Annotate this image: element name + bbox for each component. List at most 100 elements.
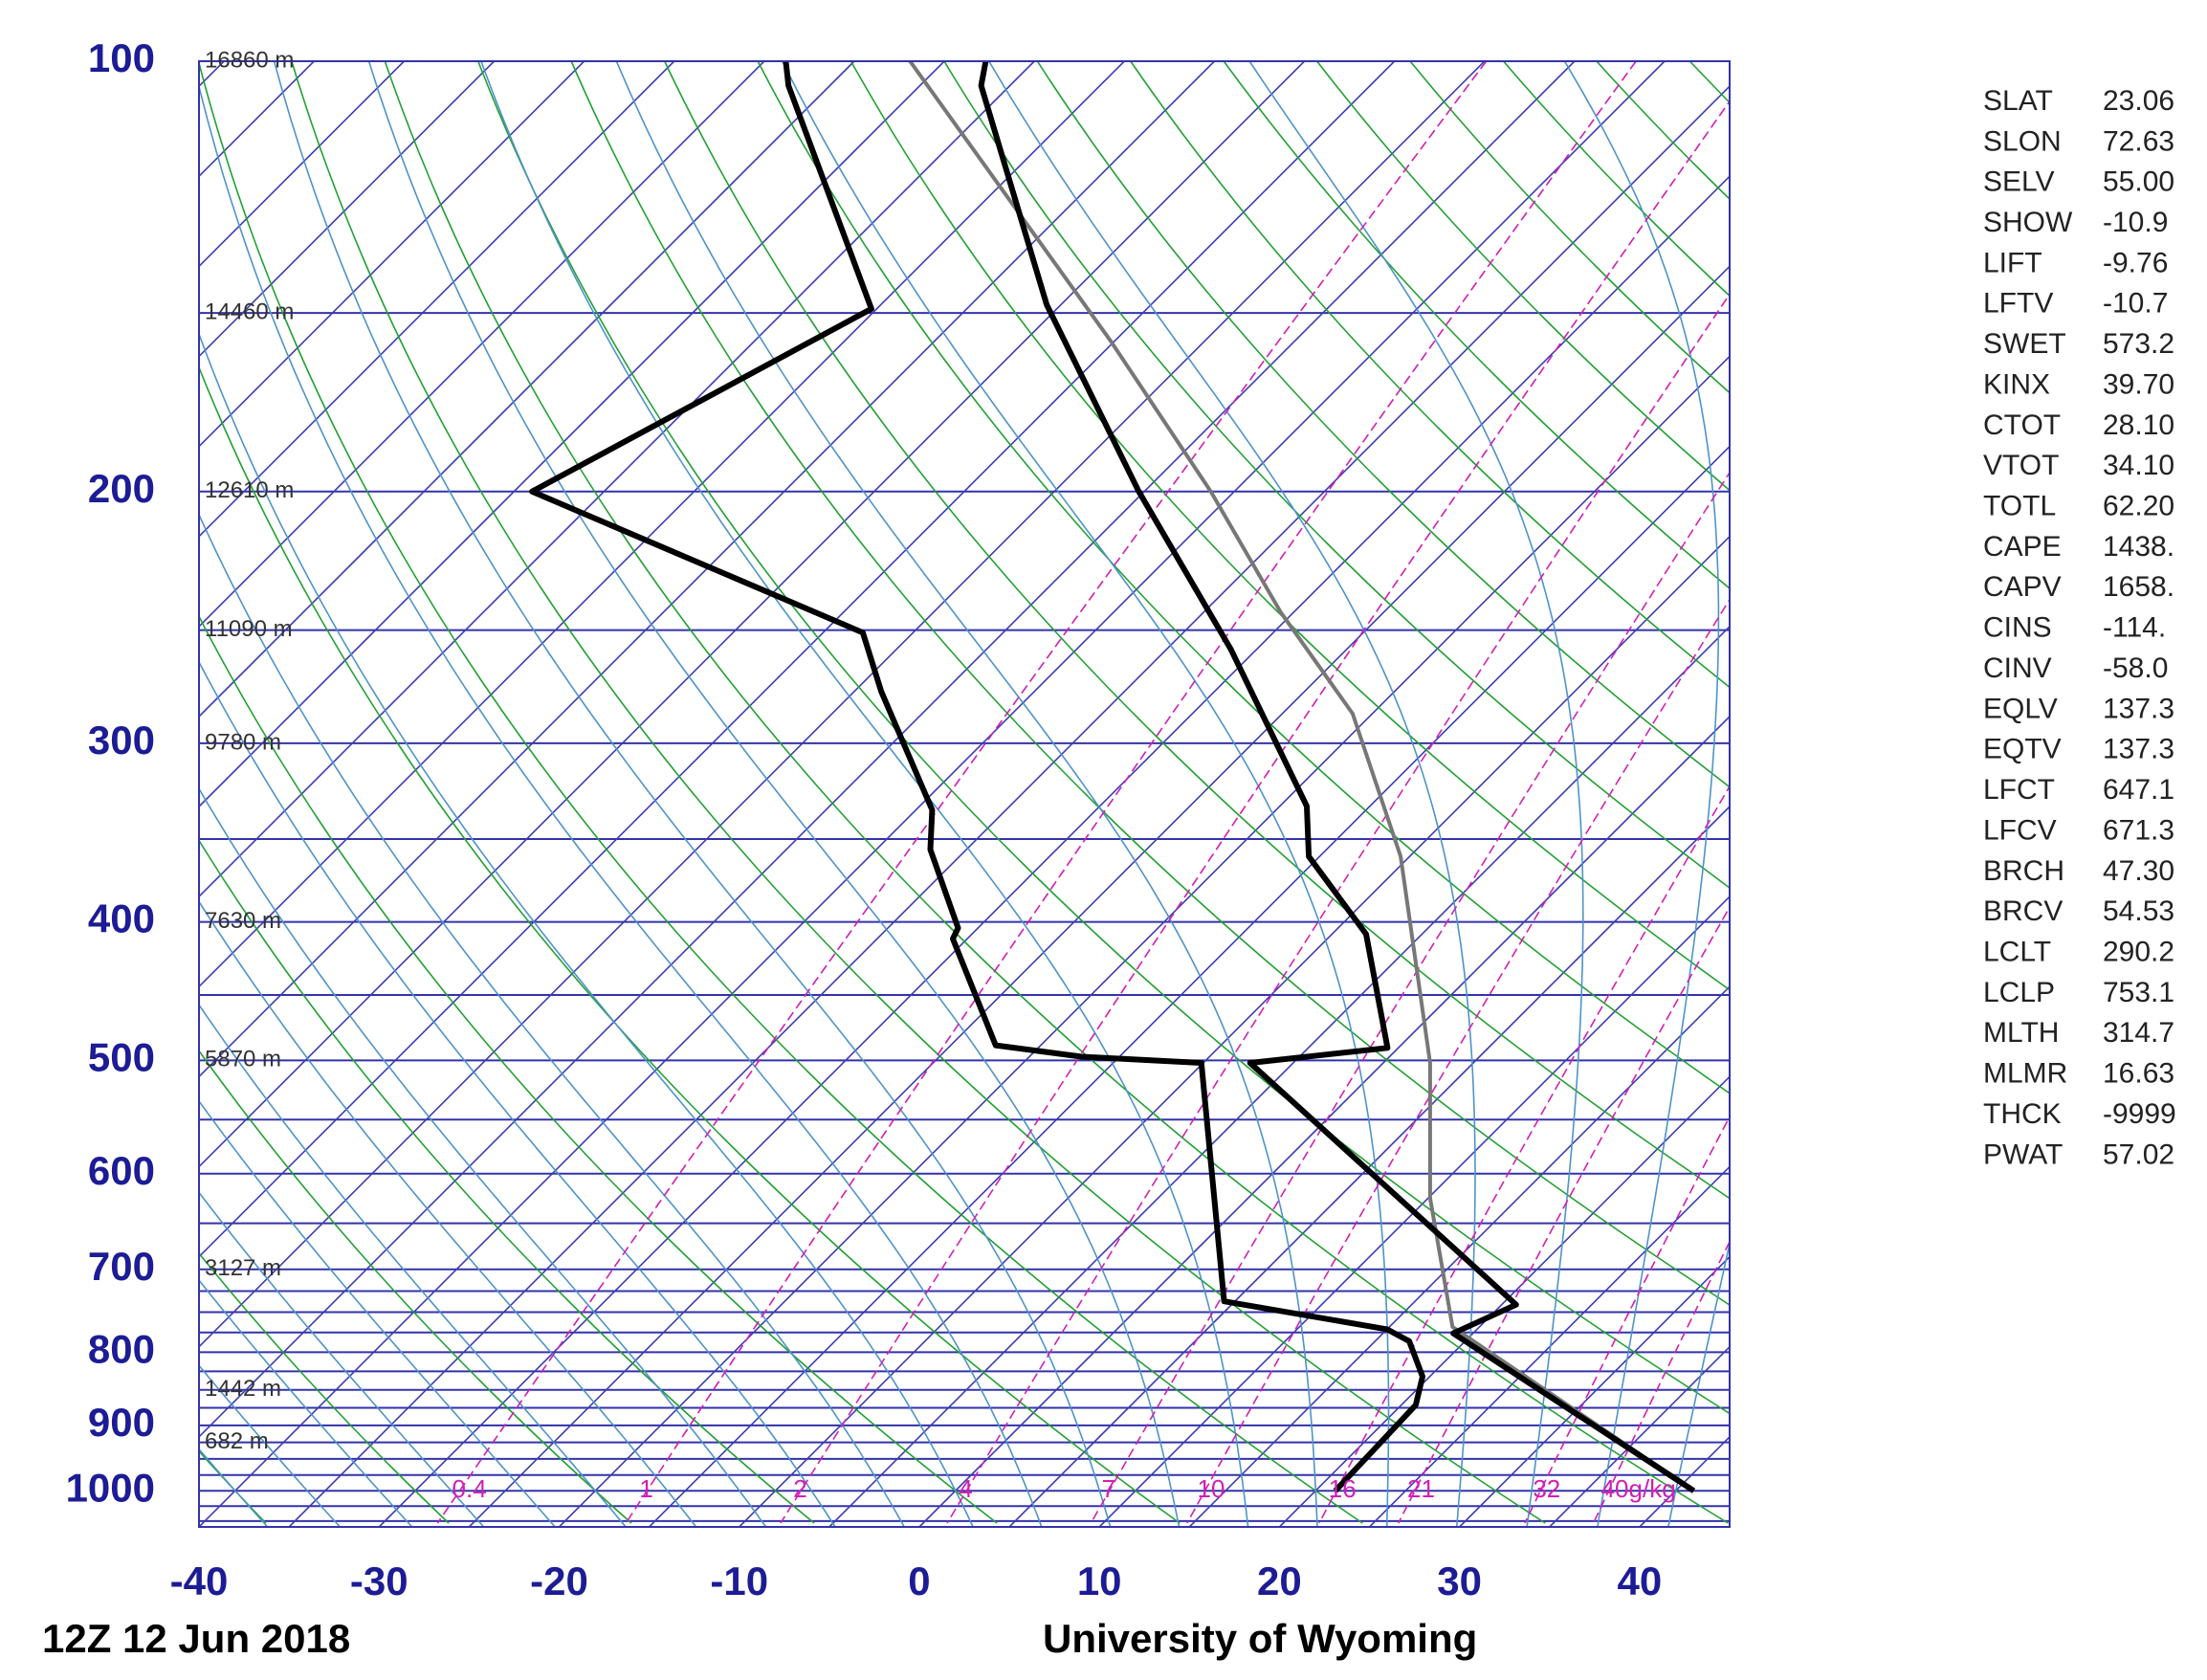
- moist-adiabat: [199, 331, 974, 1527]
- isotherm: [199, 61, 225, 88]
- dry-adiabat: [477, 61, 1730, 1415]
- height-label: 682 m: [205, 1428, 269, 1454]
- index-value: 47.30: [2103, 855, 2174, 887]
- x-tick-label: 0: [908, 1558, 930, 1603]
- isotherm: [1278, 1075, 1730, 1527]
- moist-adiabat: [615, 61, 1318, 1527]
- x-tick-label: 10: [1077, 1558, 1122, 1603]
- x-tick-label: -40: [170, 1558, 229, 1603]
- x-tick-label: -20: [530, 1558, 588, 1603]
- index-name: CAPE: [1983, 531, 2062, 563]
- index-name: BRCH: [1983, 855, 2064, 887]
- dewpoint-line: [529, 61, 1425, 1493]
- isotherm: [739, 535, 1730, 1527]
- height-label: 11090 m: [205, 616, 293, 642]
- index-value: 290.2: [2103, 936, 2174, 967]
- index-value: 314.7: [2103, 1017, 2174, 1049]
- labels: 0.4 1 2 4 7 10 16 21 32 40g/kg1002003004005006007…: [66, 35, 2176, 1603]
- moist-adiabat: [199, 1364, 342, 1527]
- index-value: 39.70: [2103, 368, 2174, 400]
- height-label: 16860 m: [205, 47, 294, 73]
- isotherm: [1098, 895, 1730, 1527]
- dry-adiabat: [199, 838, 815, 1524]
- index-value: 573.2: [2103, 328, 2174, 360]
- isotherm: [1459, 1255, 1730, 1527]
- isotherm: [558, 355, 1730, 1527]
- moist-adiabat: [199, 1099, 557, 1527]
- index-value: 57.02: [2103, 1138, 2174, 1170]
- x-tick-label: 30: [1437, 1558, 1482, 1603]
- isotherm: [288, 84, 1730, 1527]
- moist-adiabat: [1248, 61, 1584, 1527]
- dry-adiabat: [1130, 61, 1730, 689]
- mixing-ratio-label: 16: [1329, 1474, 1357, 1503]
- index-name: TOTL: [1983, 491, 2056, 522]
- y-tick-label: 300: [88, 718, 155, 763]
- index-name: PWAT: [1983, 1138, 2063, 1170]
- isotherm: [649, 445, 1730, 1527]
- plot-border: [198, 60, 1731, 1528]
- dry-adiabat: [943, 61, 1730, 890]
- isotherm: [378, 175, 1730, 1527]
- moist-adiabat: [199, 82, 1043, 1527]
- index-name: CAPV: [1983, 571, 2062, 603]
- mixing-ratio-label: 0.4: [452, 1474, 487, 1503]
- moist-adiabat: [1666, 1240, 1730, 1527]
- height-label: 3127 m: [205, 1255, 281, 1281]
- dry-adiabat: [199, 1251, 450, 1524]
- index-name: SELV: [1983, 166, 2055, 198]
- dry-adiabat: [199, 365, 1181, 1524]
- index-name: MLMR: [1983, 1058, 2067, 1090]
- dry-adiabat: [757, 61, 1730, 1094]
- index-name: SLAT: [1983, 85, 2053, 117]
- mixing-ratio-label: 2: [793, 1474, 806, 1503]
- isotherm: [199, 61, 496, 358]
- isotherm: [199, 61, 585, 448]
- isotherm: [1368, 1165, 1730, 1527]
- dry-adiabat: [199, 614, 998, 1524]
- y-tick-label: 200: [88, 466, 155, 511]
- moist-adiabat: [199, 1191, 485, 1527]
- mixing-ratio-line: [1186, 598, 1730, 1524]
- index-name: SWET: [1983, 328, 2066, 360]
- y-tick-label: 500: [88, 1034, 155, 1079]
- height-label: 9780 m: [205, 729, 281, 755]
- mixing-ratio-line: [1524, 1115, 1730, 1524]
- moist-adiabat: [1563, 61, 1720, 1527]
- dry-adiabat: [199, 1050, 632, 1524]
- mixing-ratio-line: [1090, 471, 1730, 1524]
- height-label: 12610 m: [205, 477, 294, 503]
- mixing-ratio-label: 4: [959, 1474, 972, 1503]
- index-value: 137.3: [2103, 734, 2174, 765]
- index-value: 23.06: [2103, 85, 2174, 117]
- y-tick-label: 100: [88, 35, 155, 80]
- index-name: SHOW: [1983, 207, 2073, 238]
- index-name: LFTV: [1983, 288, 2053, 320]
- index-value: -9999: [2103, 1098, 2176, 1130]
- moist-adiabat: [273, 61, 1112, 1527]
- dry-adiabat: [850, 61, 1730, 991]
- index-value: 16.63: [2103, 1058, 2174, 1090]
- index-name: LCLP: [1983, 977, 2055, 1008]
- isotherm: [199, 61, 675, 538]
- moist-adiabat: [199, 513, 906, 1527]
- moist-adiabat: [199, 899, 697, 1527]
- index-name: CINS: [1983, 612, 2052, 644]
- index-value: -10.9: [2103, 207, 2168, 238]
- moist-adiabat: [199, 1278, 413, 1527]
- isotherm: [199, 61, 945, 808]
- height-label: 5870 m: [205, 1047, 281, 1072]
- isotherm: [199, 61, 1035, 898]
- isotherm: [199, 61, 1125, 988]
- moist-adiabat: [480, 61, 1249, 1527]
- y-tick-label: 600: [88, 1148, 155, 1193]
- dry-adiabat: [291, 61, 1546, 1524]
- isotherm: [1008, 805, 1730, 1527]
- dry-adiabat: [1502, 61, 1730, 298]
- index-name: VTOT: [1983, 450, 2059, 481]
- index-value: 34.10: [2103, 450, 2174, 481]
- y-tick-label: 1000: [66, 1465, 155, 1510]
- isotherm: [199, 61, 1396, 1258]
- dry-adiabat: [1223, 61, 1730, 590]
- isotherm: [199, 61, 1215, 1078]
